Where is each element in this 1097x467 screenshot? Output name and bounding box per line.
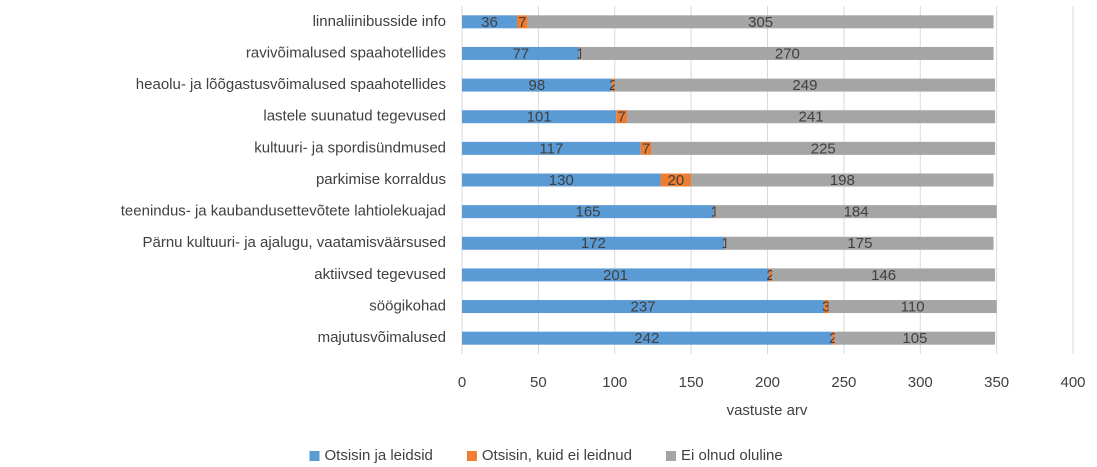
bar-segment	[824, 300, 829, 314]
bar-segment	[660, 173, 692, 187]
bar-segment	[462, 236, 725, 250]
data-label: 249	[792, 77, 817, 94]
data-label: 242	[634, 330, 659, 347]
data-label: 225	[811, 140, 836, 157]
legend-swatch	[309, 451, 320, 461]
data-label: 2	[766, 267, 774, 284]
bar-segment	[691, 173, 994, 187]
bar-segment	[462, 110, 617, 124]
data-label: 110	[901, 299, 925, 316]
data-label: 165	[576, 204, 601, 221]
data-label: 305	[748, 14, 773, 31]
data-label: 1	[576, 45, 584, 62]
y-tick-label: parkimise korraldus	[316, 171, 446, 188]
data-label: 130	[549, 172, 574, 189]
legend-label: Otsisin, kuid ei leidnud	[482, 447, 632, 464]
bar-segment	[834, 331, 996, 345]
y-tick-label: majutusvõimalused	[318, 329, 446, 346]
data-label: 7	[642, 140, 650, 157]
data-label: 237	[630, 299, 655, 316]
data-label: 146	[871, 267, 896, 284]
legend-label: Ei olnud oluline	[681, 447, 783, 464]
x-tick-label: 350	[984, 374, 1009, 391]
data-label: 198	[830, 172, 855, 189]
x-tick-label: 150	[679, 374, 704, 391]
data-label: 2	[609, 77, 617, 94]
y-tick-label: teenindus- ja kaubandusettevõtete lahtio…	[121, 203, 446, 220]
y-tick-label: Pärnu kultuuri- ja ajalugu, vaatamisväär…	[143, 234, 447, 251]
data-label: 7	[518, 14, 526, 31]
data-label: 270	[775, 45, 800, 62]
x-tick-label: 200	[755, 374, 780, 391]
data-label: 77	[512, 45, 529, 62]
y-tick-label: heaolu- ja lõõgastusvõimalused spaahotel…	[136, 76, 446, 93]
bar-segment	[462, 300, 825, 314]
bar-segment	[616, 110, 627, 124]
bar-segment	[626, 110, 996, 124]
data-label: 7	[617, 109, 625, 126]
data-label: 105	[902, 330, 927, 347]
bar-segment	[462, 141, 641, 155]
bar-segment	[462, 15, 517, 29]
y-tick-label: söögikohad	[369, 298, 446, 315]
bar-segment	[828, 300, 997, 314]
bar-segment	[651, 141, 996, 155]
data-label: 184	[844, 204, 869, 221]
bar-segment	[831, 331, 835, 345]
data-label: 175	[847, 235, 872, 252]
bar-segment	[724, 236, 727, 250]
x-axis-label: vastuste arv	[727, 402, 808, 419]
bar-segment	[772, 268, 996, 282]
data-label: 201	[603, 267, 628, 284]
legend-label: Otsisin ja leidsid	[325, 447, 433, 464]
data-label: 3	[822, 299, 830, 316]
data-label: 241	[799, 109, 824, 126]
x-tick-label: 300	[908, 374, 933, 391]
x-tick-label: 100	[602, 374, 627, 391]
data-label: 172	[581, 235, 606, 252]
bar-segment	[462, 173, 661, 187]
data-label: 2	[829, 330, 837, 347]
y-tick-label: aktiivsed tegevused	[314, 266, 446, 283]
bar-segment	[581, 46, 994, 60]
bar-segment	[715, 205, 997, 219]
bar-segment	[462, 205, 715, 219]
bar-segment	[516, 15, 528, 29]
bar-segment	[527, 15, 994, 29]
bar-segment	[579, 46, 582, 60]
legend-swatch	[665, 451, 676, 461]
bar-segment	[614, 78, 996, 92]
data-label: 117	[539, 140, 563, 157]
y-tick-label: linnaliinibusside info	[313, 13, 446, 30]
bar-segment	[640, 141, 652, 155]
data-label: 1	[711, 204, 719, 221]
data-label: 101	[527, 109, 552, 126]
bar-segment	[611, 78, 615, 92]
bar-segment	[462, 46, 580, 60]
bar-segment	[726, 236, 994, 250]
x-tick-label: 50	[530, 374, 547, 391]
data-label: 1	[721, 235, 729, 252]
y-tick-label: lastele suunatud tegevused	[263, 108, 446, 125]
x-tick-label: 250	[831, 374, 856, 391]
bar-segment	[462, 331, 832, 345]
bar-segment	[769, 268, 773, 282]
bar-segment	[462, 78, 612, 92]
y-tick-label: ravivõimalused spaahotellides	[246, 44, 446, 61]
data-label: 36	[481, 14, 498, 31]
legend-swatch	[466, 451, 477, 461]
x-tick-label: 400	[1060, 374, 1085, 391]
bar-segment	[462, 268, 770, 282]
bar-segment	[714, 205, 716, 219]
data-label: 20	[668, 172, 685, 189]
y-tick-label: kultuuri- ja spordisündmused	[254, 139, 446, 156]
data-label: 98	[529, 77, 546, 94]
x-tick-label: 0	[458, 374, 466, 391]
